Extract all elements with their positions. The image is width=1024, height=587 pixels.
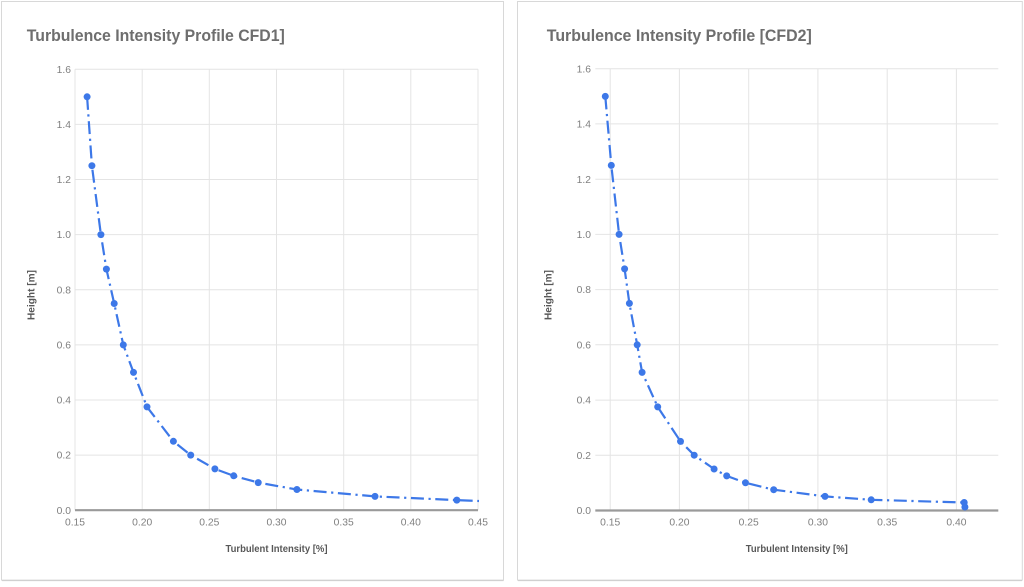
svg-text:0.2: 0.2 bbox=[577, 451, 592, 462]
svg-text:0.4: 0.4 bbox=[577, 396, 592, 407]
svg-text:0.0: 0.0 bbox=[57, 506, 72, 517]
svg-text:0.4: 0.4 bbox=[57, 396, 72, 407]
svg-text:1.4: 1.4 bbox=[57, 120, 72, 131]
svg-text:Height [m]: Height [m] bbox=[27, 270, 38, 320]
svg-text:0.35: 0.35 bbox=[334, 517, 354, 528]
svg-text:0.25: 0.25 bbox=[199, 517, 219, 528]
svg-text:0.0: 0.0 bbox=[577, 506, 592, 517]
svg-text:0.20: 0.20 bbox=[132, 517, 152, 528]
svg-text:1.6: 1.6 bbox=[57, 65, 72, 76]
svg-text:0.25: 0.25 bbox=[739, 517, 759, 528]
svg-text:0.45: 0.45 bbox=[468, 517, 488, 528]
svg-text:1.0: 1.0 bbox=[57, 230, 72, 241]
svg-text:Turbulent Intensity [%]: Turbulent Intensity [%] bbox=[746, 544, 848, 555]
svg-text:0.30: 0.30 bbox=[266, 517, 286, 528]
svg-text:0.8: 0.8 bbox=[577, 285, 592, 296]
svg-text:Height [m]: Height [m] bbox=[544, 270, 555, 320]
svg-text:1.2: 1.2 bbox=[577, 175, 592, 186]
svg-text:0.6: 0.6 bbox=[577, 340, 592, 351]
svg-text:0.40: 0.40 bbox=[946, 517, 966, 528]
svg-text:0.2: 0.2 bbox=[57, 451, 72, 462]
svg-text:1.0: 1.0 bbox=[577, 230, 592, 241]
svg-text:0.15: 0.15 bbox=[65, 517, 85, 528]
svg-text:0.8: 0.8 bbox=[57, 285, 72, 296]
svg-text:Turbulence Intensity Profile [: Turbulence Intensity Profile [CFD2] bbox=[547, 26, 812, 45]
svg-text:0.30: 0.30 bbox=[808, 517, 828, 528]
svg-text:Turbulent Intensity [%]: Turbulent Intensity [%] bbox=[226, 544, 328, 555]
svg-text:0.15: 0.15 bbox=[600, 517, 620, 528]
svg-text:0.20: 0.20 bbox=[669, 517, 689, 528]
svg-text:1.2: 1.2 bbox=[57, 175, 72, 186]
svg-text:0.35: 0.35 bbox=[877, 517, 897, 528]
svg-text:0.6: 0.6 bbox=[57, 341, 72, 352]
svg-text:1.6: 1.6 bbox=[577, 64, 592, 75]
svg-text:1.4: 1.4 bbox=[577, 120, 592, 131]
svg-text:Turbulence Intensity Profile C: Turbulence Intensity Profile CFD1] bbox=[27, 26, 285, 45]
svg-text:0.40: 0.40 bbox=[401, 517, 421, 528]
